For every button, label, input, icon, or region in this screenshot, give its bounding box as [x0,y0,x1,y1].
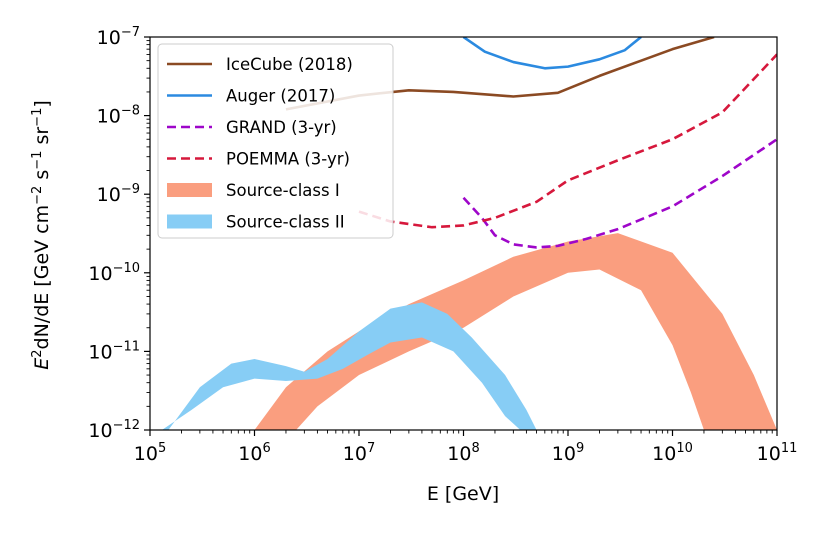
legend-label-auger-2017-: Auger (2017) [226,87,335,106]
x-tick-label: 109 [552,441,584,465]
legend-label-poemma-3-yr-: POEMMA (3-yr) [226,150,350,169]
legend-swatch-source-class-ii [167,214,212,229]
legend-label-source-class-ii: Source-class II [226,213,345,232]
ticks: 105 106 107 108 109 1010 1011 10−12 10−11 10−10 10… [88,25,797,465]
line-auger-2017- [462,37,642,70]
line-poemma-3-yr- [358,53,777,229]
x-tick-label: 106 [238,441,270,465]
legend-label-source-class-i: Source-class I [226,181,340,200]
x-tick-label: 1011 [757,441,798,465]
x-axis-label: E [GeV] [427,483,499,505]
x-tick-label: 105 [134,441,166,465]
x-tick-label: 107 [343,441,375,465]
legend-label-icecube-2018-: IceCube (2018) [226,55,353,74]
y-tick-label: 10−7 [97,25,140,49]
band-source-class-ii [161,302,537,430]
y-tick-label: 10−11 [88,339,140,363]
x-tick-label: 1010 [652,441,693,465]
y-tick-label: 10−8 [97,104,140,128]
legend: IceCube (2018) Auger (2017) GRAND (3-yr) PO… [157,43,394,239]
y-axis-label: E2dN/dE [GeV cm−2 s−1 sr−1] [30,100,54,370]
axis-labels: E [GeV] E2dN/dE [GeV cm−2 s−1 sr−1] [30,100,500,505]
y-tick-label: 10−9 [97,182,140,206]
x-tick-label: 108 [447,441,479,465]
band-source-class-i [254,233,777,430]
legend-label-grand-3-yr-: GRAND (3-yr) [226,118,337,137]
y-tick-label: 10−12 [88,418,140,442]
legend-frame [157,43,394,239]
bands [161,233,777,430]
line-grand-3-yr- [462,138,777,249]
y-tick-label: 10−10 [88,261,140,285]
legend-swatch-source-class-i [167,183,212,197]
